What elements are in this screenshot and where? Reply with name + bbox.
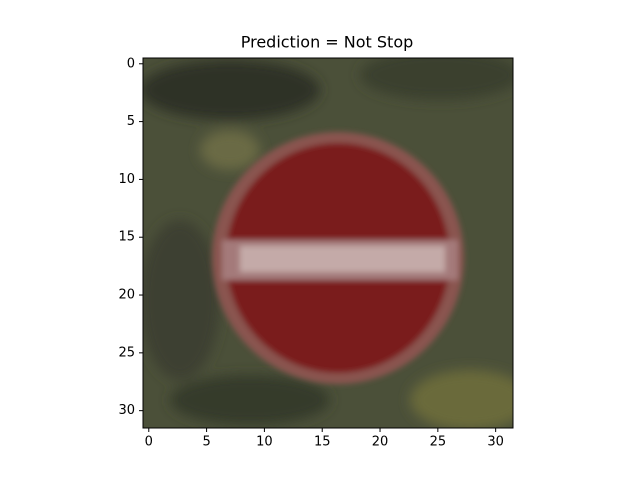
x-tick-label: 5: [202, 435, 210, 450]
x-tick-label: 0: [145, 435, 153, 450]
x-tick-label: 25: [430, 435, 447, 450]
y-tick-label: 20: [118, 288, 135, 303]
x-tick-label: 30: [487, 435, 504, 450]
y-tick-label: 10: [118, 172, 135, 187]
axes-frame: [142, 57, 514, 429]
x-tick-label: 20: [372, 435, 389, 450]
y-tick-label: 15: [118, 230, 135, 245]
chart-title: Prediction = Not Stop: [241, 33, 414, 52]
x-tick-label: 10: [256, 435, 273, 450]
y-tick-label: 0: [127, 56, 135, 71]
y-tick-label: 5: [127, 114, 135, 129]
y-tick-label: 25: [118, 345, 135, 360]
image: [143, 58, 513, 428]
x-tick-label: 15: [314, 435, 331, 450]
y-tick-label: 30: [118, 403, 135, 418]
